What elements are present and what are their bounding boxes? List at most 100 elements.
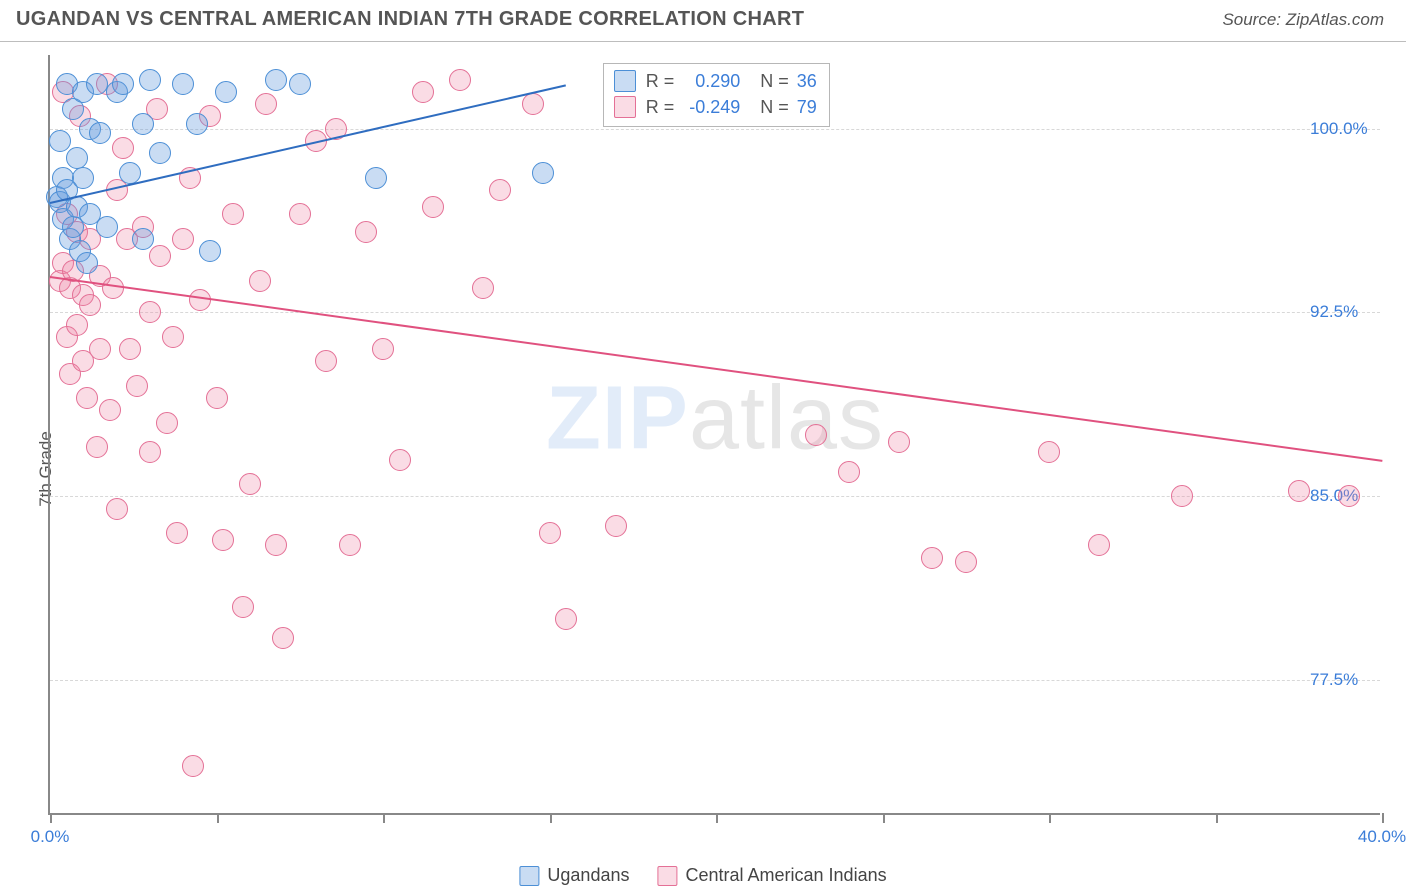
data-point bbox=[265, 534, 287, 556]
data-point bbox=[412, 81, 434, 103]
data-point bbox=[79, 294, 101, 316]
data-point bbox=[156, 412, 178, 434]
y-tick-label: 92.5% bbox=[1310, 302, 1358, 322]
data-point bbox=[355, 221, 377, 243]
stats-swatch bbox=[614, 96, 636, 118]
data-point bbox=[249, 270, 271, 292]
stats-r-value: 0.290 bbox=[682, 68, 740, 94]
legend-label: Central American Indians bbox=[685, 865, 886, 886]
stats-r-value: -0.249 bbox=[682, 94, 740, 120]
data-point bbox=[96, 216, 118, 238]
header: UGANDAN VS CENTRAL AMERICAN INDIAN 7TH G… bbox=[0, 0, 1406, 42]
data-point bbox=[489, 179, 511, 201]
data-point bbox=[212, 529, 234, 551]
legend-label: Ugandans bbox=[547, 865, 629, 886]
plot-area: ZIPatlas 77.5%85.0%92.5%100.0%0.0%40.0%R… bbox=[48, 55, 1380, 815]
data-point bbox=[139, 441, 161, 463]
data-point bbox=[132, 113, 154, 135]
x-tick-label: 40.0% bbox=[1358, 827, 1406, 847]
data-point bbox=[265, 69, 287, 91]
x-tick bbox=[217, 813, 219, 823]
data-point bbox=[1038, 441, 1060, 463]
x-tick bbox=[550, 813, 552, 823]
data-point bbox=[605, 515, 627, 537]
stats-r-label: R = bbox=[646, 94, 675, 120]
data-point bbox=[532, 162, 554, 184]
x-tick bbox=[1049, 813, 1051, 823]
x-tick bbox=[1382, 813, 1384, 823]
gridline-h bbox=[50, 129, 1380, 130]
data-point bbox=[112, 73, 134, 95]
data-point bbox=[372, 338, 394, 360]
data-point bbox=[1088, 534, 1110, 556]
data-point bbox=[139, 301, 161, 323]
data-point bbox=[838, 461, 860, 483]
stats-n-value: 36 bbox=[797, 68, 817, 94]
stats-box: R =0.290N =36R =-0.249N =79 bbox=[603, 63, 830, 127]
trend-line bbox=[50, 276, 1382, 462]
data-point bbox=[215, 81, 237, 103]
data-point bbox=[89, 338, 111, 360]
data-point bbox=[222, 203, 244, 225]
x-tick bbox=[883, 813, 885, 823]
data-point bbox=[162, 326, 184, 348]
legend-item-ugandans: Ugandans bbox=[519, 865, 629, 886]
stats-swatch bbox=[614, 70, 636, 92]
data-point bbox=[805, 424, 827, 446]
gridline-h bbox=[50, 312, 1380, 313]
data-point bbox=[239, 473, 261, 495]
x-tick-label: 0.0% bbox=[31, 827, 70, 847]
data-point bbox=[112, 137, 134, 159]
data-point bbox=[1288, 480, 1310, 502]
data-point bbox=[955, 551, 977, 573]
source-attribution: Source: ZipAtlas.com bbox=[1222, 10, 1384, 30]
data-point bbox=[921, 547, 943, 569]
data-point bbox=[289, 73, 311, 95]
watermark: ZIPatlas bbox=[546, 367, 884, 470]
data-point bbox=[199, 240, 221, 262]
data-point bbox=[149, 142, 171, 164]
data-point bbox=[172, 73, 194, 95]
legend-item-cai: Central American Indians bbox=[657, 865, 886, 886]
data-point bbox=[86, 73, 108, 95]
x-tick bbox=[50, 813, 52, 823]
bottom-legend: Ugandans Central American Indians bbox=[519, 865, 886, 886]
data-point bbox=[126, 375, 148, 397]
data-point bbox=[76, 252, 98, 274]
data-point bbox=[472, 277, 494, 299]
chart-title: UGANDAN VS CENTRAL AMERICAN INDIAN 7TH G… bbox=[16, 8, 804, 31]
gridline-h bbox=[50, 680, 1380, 681]
data-point bbox=[149, 245, 171, 267]
swatch-cai bbox=[657, 866, 677, 886]
swatch-ugandans bbox=[519, 866, 539, 886]
x-tick bbox=[1216, 813, 1218, 823]
data-point bbox=[132, 228, 154, 250]
data-point bbox=[1171, 485, 1193, 507]
x-tick bbox=[383, 813, 385, 823]
data-point bbox=[289, 203, 311, 225]
chart-body: 7th Grade ZIPatlas 77.5%85.0%92.5%100.0%… bbox=[0, 45, 1406, 892]
stats-n-label: N = bbox=[760, 68, 789, 94]
data-point bbox=[89, 122, 111, 144]
data-point bbox=[539, 522, 561, 544]
data-point bbox=[66, 314, 88, 336]
stats-n-label: N = bbox=[760, 94, 789, 120]
data-point bbox=[119, 162, 141, 184]
data-point bbox=[389, 449, 411, 471]
data-point bbox=[255, 93, 277, 115]
data-point bbox=[449, 69, 471, 91]
data-point bbox=[86, 436, 108, 458]
stats-row: R =-0.249N =79 bbox=[614, 94, 817, 120]
data-point bbox=[365, 167, 387, 189]
data-point bbox=[422, 196, 444, 218]
data-point bbox=[186, 113, 208, 135]
x-tick bbox=[716, 813, 718, 823]
data-point bbox=[139, 69, 161, 91]
data-point bbox=[106, 498, 128, 520]
data-point bbox=[49, 130, 71, 152]
data-point bbox=[315, 350, 337, 372]
data-point bbox=[1338, 485, 1360, 507]
data-point bbox=[172, 228, 194, 250]
data-point bbox=[182, 755, 204, 777]
y-tick-label: 100.0% bbox=[1310, 119, 1368, 139]
